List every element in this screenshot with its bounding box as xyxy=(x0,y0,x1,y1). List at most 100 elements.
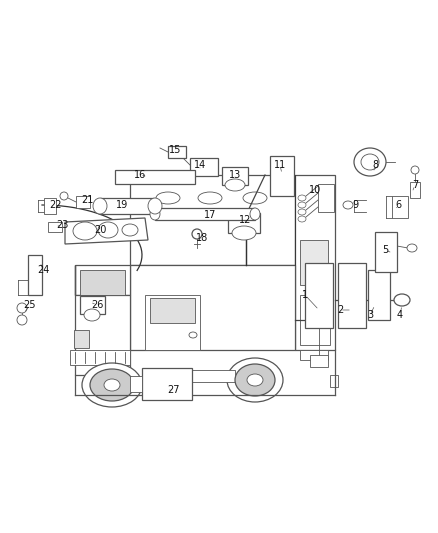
Text: 22: 22 xyxy=(49,200,61,210)
Text: 17: 17 xyxy=(204,210,216,220)
Ellipse shape xyxy=(298,216,306,222)
Bar xyxy=(190,158,218,176)
Ellipse shape xyxy=(298,209,306,215)
Bar xyxy=(155,370,235,382)
Ellipse shape xyxy=(60,192,68,200)
Polygon shape xyxy=(80,270,125,295)
Ellipse shape xyxy=(84,309,100,321)
Ellipse shape xyxy=(250,208,260,220)
Bar xyxy=(375,232,397,272)
Text: 14: 14 xyxy=(194,160,206,170)
Ellipse shape xyxy=(354,148,386,176)
Bar xyxy=(392,196,408,218)
Bar xyxy=(222,167,248,185)
Text: 4: 4 xyxy=(397,310,403,320)
Ellipse shape xyxy=(192,229,202,239)
Bar xyxy=(145,295,200,350)
Bar xyxy=(115,170,195,184)
Ellipse shape xyxy=(82,363,142,407)
Text: 19: 19 xyxy=(116,200,128,210)
Bar xyxy=(368,270,390,320)
Bar xyxy=(48,222,62,232)
Text: 10: 10 xyxy=(309,185,321,195)
Ellipse shape xyxy=(73,222,97,240)
Bar xyxy=(305,263,333,328)
Bar xyxy=(44,198,56,214)
Ellipse shape xyxy=(298,195,306,201)
Ellipse shape xyxy=(361,154,379,170)
Polygon shape xyxy=(295,175,335,350)
Text: 25: 25 xyxy=(24,300,36,310)
Ellipse shape xyxy=(343,201,353,209)
Bar xyxy=(150,298,195,323)
Polygon shape xyxy=(75,265,130,375)
Ellipse shape xyxy=(225,179,245,191)
Bar xyxy=(100,198,155,214)
Bar xyxy=(80,296,105,314)
Bar xyxy=(330,375,338,387)
Text: 16: 16 xyxy=(134,170,146,180)
Ellipse shape xyxy=(90,369,134,401)
Text: 6: 6 xyxy=(395,200,401,210)
Ellipse shape xyxy=(104,379,120,391)
Ellipse shape xyxy=(198,192,222,204)
Text: 23: 23 xyxy=(56,220,68,230)
Bar xyxy=(76,196,90,208)
Bar xyxy=(300,350,328,360)
Text: 27: 27 xyxy=(167,385,179,395)
Ellipse shape xyxy=(17,315,27,325)
Ellipse shape xyxy=(298,202,306,208)
Bar xyxy=(310,355,328,367)
Bar xyxy=(300,295,330,345)
Bar xyxy=(130,376,142,392)
Polygon shape xyxy=(130,265,295,350)
Bar xyxy=(168,146,186,158)
Text: 15: 15 xyxy=(169,145,181,155)
Bar xyxy=(74,330,89,348)
Polygon shape xyxy=(75,265,130,295)
Bar xyxy=(228,213,260,233)
Ellipse shape xyxy=(98,222,118,238)
Text: 9: 9 xyxy=(352,200,358,210)
Ellipse shape xyxy=(156,192,180,204)
Ellipse shape xyxy=(232,226,256,240)
Text: 18: 18 xyxy=(196,233,208,243)
Ellipse shape xyxy=(93,198,107,214)
Ellipse shape xyxy=(189,332,197,338)
Bar xyxy=(270,156,294,196)
Text: 11: 11 xyxy=(274,160,286,170)
Bar xyxy=(300,240,328,285)
Bar xyxy=(338,263,366,328)
Ellipse shape xyxy=(227,358,283,402)
Text: 2: 2 xyxy=(337,305,343,315)
Ellipse shape xyxy=(394,294,410,306)
Ellipse shape xyxy=(243,192,267,204)
Bar xyxy=(142,368,192,400)
Text: 1: 1 xyxy=(302,290,308,300)
Text: 5: 5 xyxy=(382,245,388,255)
Polygon shape xyxy=(65,218,148,244)
Ellipse shape xyxy=(407,244,417,252)
Text: 26: 26 xyxy=(91,300,103,310)
Bar xyxy=(318,184,334,212)
Text: 24: 24 xyxy=(37,265,49,275)
Text: 13: 13 xyxy=(229,170,241,180)
Ellipse shape xyxy=(122,224,138,236)
Bar xyxy=(410,182,420,198)
Ellipse shape xyxy=(235,364,275,396)
Text: 3: 3 xyxy=(367,310,373,320)
Bar xyxy=(155,208,255,220)
Text: 7: 7 xyxy=(412,180,418,190)
Ellipse shape xyxy=(17,303,27,313)
Ellipse shape xyxy=(150,208,160,220)
Ellipse shape xyxy=(148,198,162,214)
Text: 20: 20 xyxy=(94,225,106,235)
Ellipse shape xyxy=(411,166,419,174)
Bar xyxy=(28,255,42,295)
Text: 12: 12 xyxy=(239,215,251,225)
Polygon shape xyxy=(130,175,295,265)
Bar xyxy=(70,350,130,365)
Text: 8: 8 xyxy=(372,160,378,170)
Text: 21: 21 xyxy=(81,195,93,205)
Ellipse shape xyxy=(247,374,263,386)
